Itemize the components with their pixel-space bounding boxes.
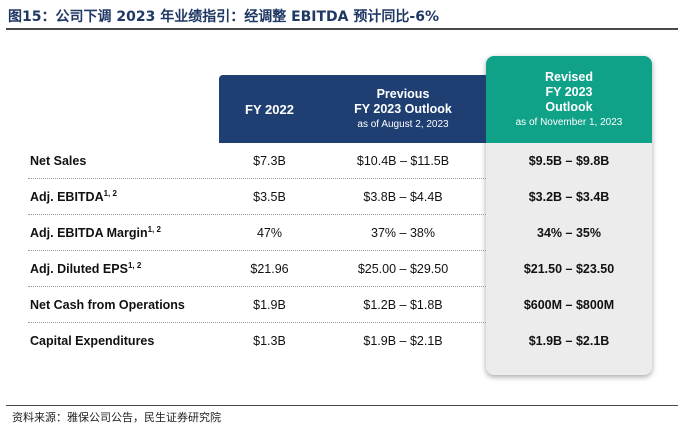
table-row: Adj. Diluted EPS1, 2 $21.96 $25.00 – $29… — [28, 251, 652, 287]
fy2022-value: $21.96 — [250, 262, 289, 276]
table-row: Net Sales $7.3B $10.4B – $11.5B $9.5B – … — [28, 143, 652, 179]
row-divider — [28, 250, 486, 251]
previous-outlook-value: $25.00 – $29.50 — [357, 262, 449, 276]
revised-header-date: as of November 1, 2023 — [515, 116, 623, 128]
revised-outlook-value: $3.2B – $3.4B — [528, 190, 610, 204]
row-label: Adj. EBITDA Margin1, 2 — [30, 225, 161, 241]
fy2022-header: FY 2022 — [219, 75, 320, 143]
figure-title: 图15：公司下调 2023 年业绩指引：经调整 EBITDA 预计同比-6% — [8, 9, 439, 25]
row-divider — [28, 322, 486, 323]
revised-header-line1: Revised — [545, 69, 593, 84]
row-divider — [28, 286, 486, 287]
previous-outlook-value: $1.2B – $1.8B — [363, 298, 443, 312]
table-row: Net Cash from Operations $1.9B $1.2B – $… — [28, 287, 652, 323]
revised-outlook-value: $600M – $800M — [523, 298, 615, 312]
row-label: Net Sales — [30, 154, 87, 168]
revised-outlook-column: Revised FY 2023 Outlook as of November 1… — [486, 56, 652, 375]
row-label: Net Cash from Operations — [30, 298, 185, 312]
table-row: Adj. EBITDA Margin1, 2 47% 37% – 38% 34%… — [28, 215, 652, 251]
fy2022-header-label: FY 2022 — [245, 101, 294, 117]
revised-outlook-value: $1.9B – $2.1B — [528, 334, 610, 348]
previous-outlook-value: $10.4B – $11.5B — [356, 154, 450, 168]
previous-header-line1: Previous — [376, 86, 430, 101]
revised-outlook-value: 34% – 35% — [537, 226, 601, 240]
revised-outlook-value: $21.50 – $23.50 — [523, 262, 615, 276]
fy2022-value: 47% — [256, 226, 283, 240]
row-label: Adj. EBITDA1, 2 — [30, 189, 117, 205]
previous-header-line2: FY 2023 Outlook — [354, 101, 452, 116]
previous-header-date: as of August 2, 2023 — [357, 118, 449, 130]
revised-outlook-header: Revised FY 2023 Outlook as of November 1… — [486, 56, 652, 143]
revised-header-line3: Outlook — [545, 99, 593, 114]
source-note: 资料来源：雅保公司公告，民生证券研究院 — [12, 411, 221, 424]
revised-outlook-value: $9.5B – $9.8B — [528, 154, 610, 168]
title-divider — [6, 28, 678, 30]
previous-outlook-value: $3.8B – $4.4B — [363, 190, 443, 204]
row-divider — [28, 214, 486, 215]
row-label: Adj. Diluted EPS1, 2 — [30, 261, 142, 277]
table-row: Adj. EBITDA1, 2 $3.5B $3.8B – $4.4B $3.2… — [28, 179, 652, 215]
row-divider — [28, 178, 486, 179]
fy2022-value: $3.5B — [253, 190, 286, 204]
source-divider — [6, 405, 678, 406]
previous-outlook-value: 37% – 38% — [371, 226, 435, 240]
previous-outlook-header: Previous FY 2023 Outlook as of August 2,… — [320, 75, 486, 143]
fy2022-value: $1.3B — [253, 334, 286, 348]
fy2022-value: $1.9B — [253, 298, 286, 312]
row-label: Capital Expenditures — [30, 334, 155, 348]
table-row: Capital Expenditures $1.3B $1.9B – $2.1B… — [28, 323, 652, 359]
revised-header-line2: FY 2023 — [545, 84, 593, 99]
previous-outlook-value: $1.9B – $2.1B — [363, 334, 443, 348]
fy2022-value: $7.3B — [253, 154, 286, 168]
